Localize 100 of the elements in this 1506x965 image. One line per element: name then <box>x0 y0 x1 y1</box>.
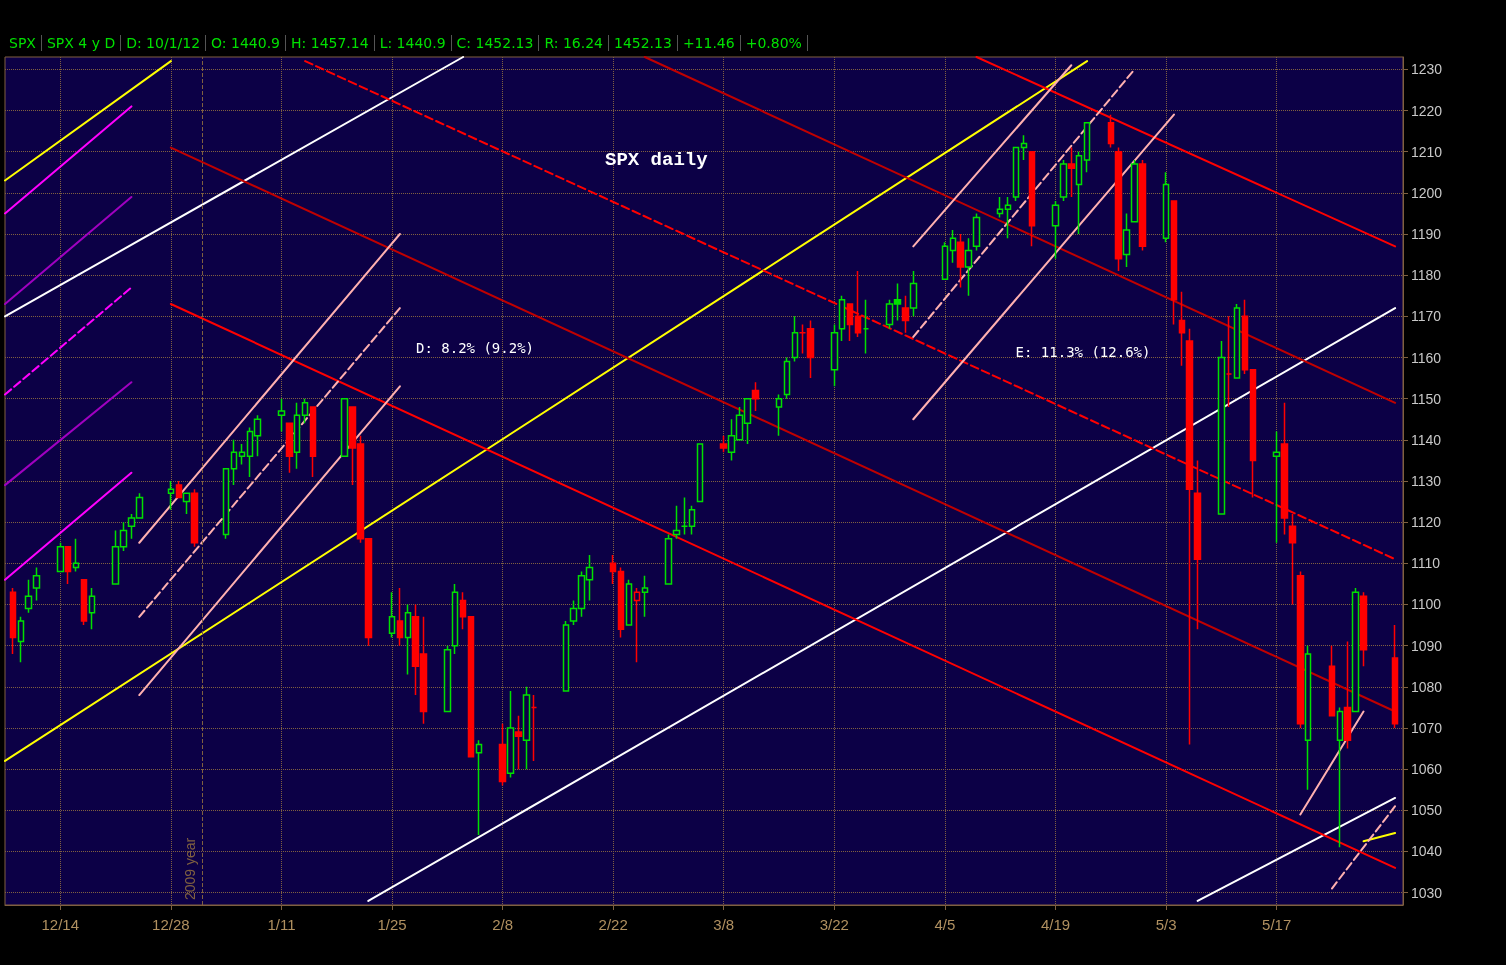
x-tick-label: 12/28 <box>152 916 190 933</box>
candlestick <box>609 554 617 585</box>
candlestick <box>285 422 294 474</box>
candlestick <box>293 402 301 470</box>
candlestick <box>1241 299 1249 375</box>
candlestick <box>751 381 760 412</box>
x-tick-label: 4/5 <box>934 916 956 933</box>
candlestick <box>301 397 309 425</box>
annotation: D: 8.2% (9.2%) <box>415 340 535 356</box>
ref-line-label: 2009 year <box>182 837 199 900</box>
y-tick-label: 1190 <box>1411 226 1442 243</box>
candlestick <box>791 315 799 363</box>
candlestick <box>1028 150 1036 248</box>
candlestick <box>9 587 17 655</box>
candlestick <box>617 566 625 639</box>
candlestick <box>633 587 641 663</box>
y-tick-label: 1170 <box>1411 308 1442 325</box>
x-tick-label: 4/19 <box>1040 916 1071 933</box>
candlestick <box>1280 402 1289 536</box>
x-tick-label: 5/17 <box>1262 916 1292 933</box>
text: O: 1440.9 <box>206 35 287 51</box>
candlestick <box>1114 146 1123 272</box>
candlestick <box>830 323 839 388</box>
y-tick-label: 1070 <box>1411 719 1443 736</box>
candlestick <box>1343 640 1352 750</box>
candlestick <box>404 603 412 676</box>
x-tick-label: 2/22 <box>598 916 628 933</box>
candlestick <box>88 587 96 630</box>
candlestick <box>1075 150 1083 235</box>
candlestick <box>175 480 183 499</box>
candlestick <box>1020 134 1028 161</box>
candlestick <box>396 587 404 647</box>
candlestick <box>901 295 910 334</box>
candlestick <box>862 299 870 355</box>
candlestick <box>1336 706 1344 849</box>
candlestick <box>972 212 981 252</box>
y-tick-label: 1230 <box>1411 61 1443 78</box>
candlestick <box>1122 212 1131 268</box>
candlestick <box>641 574 649 618</box>
candlestick <box>506 690 515 779</box>
candlestick <box>24 579 33 614</box>
x-tick-label: 2/8 <box>492 916 514 933</box>
candlestick <box>17 616 25 663</box>
candlestick <box>1051 200 1060 260</box>
candlestick <box>1083 122 1091 174</box>
candlestick <box>80 579 88 626</box>
candlestick <box>530 694 538 762</box>
candlestick <box>996 196 1004 219</box>
candlestick <box>230 439 238 486</box>
candlestick <box>838 295 846 342</box>
text: SPX 4 y D <box>41 35 122 51</box>
candlestick <box>783 356 791 400</box>
candlestick <box>719 434 728 453</box>
candlestick <box>64 546 72 585</box>
annotation: E: 11.3% (12.6%) <box>1015 344 1151 360</box>
text: +11.46 <box>677 35 741 51</box>
y-tick-label: 1200 <box>1411 184 1443 201</box>
candlestick <box>1296 570 1305 729</box>
candlestick <box>1233 303 1241 379</box>
candlestick <box>1359 591 1368 667</box>
y-tick-label: 1220 <box>1411 102 1443 119</box>
candlestick <box>1107 113 1115 149</box>
text: 1452.13 <box>608 35 678 51</box>
candlestick <box>277 397 286 433</box>
candlestick <box>1178 290 1186 367</box>
candlestick <box>1391 624 1399 729</box>
x-tick-label: 3/22 <box>819 916 849 933</box>
y-tick-label: 1060 <box>1411 761 1443 778</box>
y-tick-label: 1110 <box>1411 555 1441 572</box>
candlestick <box>964 237 973 297</box>
candlestick <box>451 583 459 655</box>
y-tick-label: 1040 <box>1411 843 1443 860</box>
candlestick <box>1059 159 1068 202</box>
y-tick-label: 1130 <box>1411 473 1442 489</box>
candlestick <box>388 591 396 639</box>
candlestick <box>1130 159 1139 223</box>
y-tick-label: 1180 <box>1411 267 1442 284</box>
candlestick <box>467 616 475 758</box>
x-tick-label: 3/8 <box>713 916 735 933</box>
candlestick <box>514 714 523 770</box>
candlestick <box>1138 159 1147 252</box>
candlestick <box>854 270 862 338</box>
candlestick <box>1162 171 1170 243</box>
x-tick-label: 5/3 <box>1155 916 1177 933</box>
y-tick-label: 1210 <box>1411 143 1443 160</box>
candlestick <box>909 270 918 318</box>
candlestick <box>475 739 483 836</box>
text: L: 1440.9 <box>374 35 452 51</box>
candlestick <box>309 406 317 478</box>
candlestick <box>1012 146 1020 202</box>
text: C: 1452.13 <box>451 35 540 51</box>
x-tick-label: 1/11 <box>267 916 296 933</box>
candlestick <box>956 233 965 289</box>
candlestick <box>32 566 41 602</box>
candlestick <box>1225 315 1233 408</box>
x-tick-label: 1/25 <box>377 916 407 933</box>
candlestick <box>1272 430 1281 544</box>
candlestick <box>941 241 949 281</box>
candlestick <box>1304 644 1312 791</box>
candlestick <box>190 488 199 548</box>
